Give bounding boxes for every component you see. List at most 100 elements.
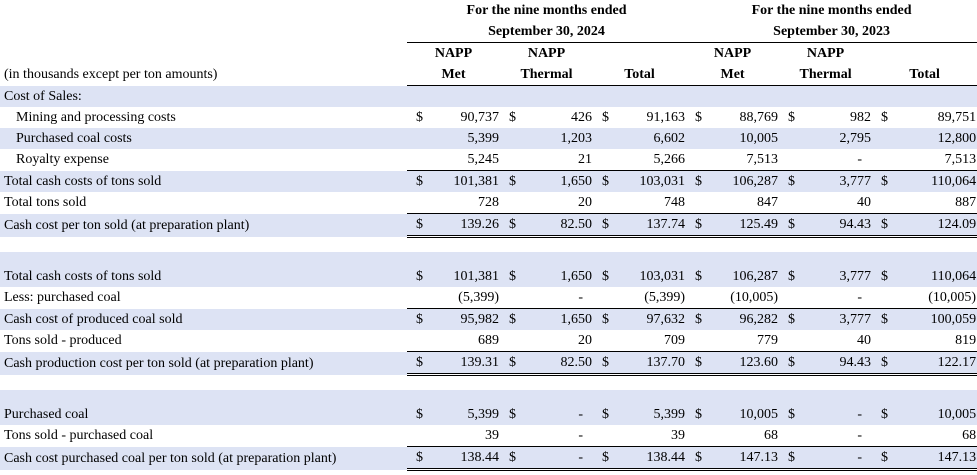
cell-value: 137.74 xyxy=(623,213,687,238)
currency-symbol xyxy=(593,287,623,309)
currency-symbol xyxy=(686,85,717,107)
units-note: (in thousands except per ton amounts) xyxy=(4,67,218,83)
cell-value: 982 xyxy=(850,110,872,125)
currency-symbol xyxy=(686,425,717,447)
table-row: Total tons sold 728 20 748 847 40 887 xyxy=(0,192,977,214)
currency-symbol: $ xyxy=(500,266,530,287)
cell-value: 1,650 xyxy=(530,170,593,192)
currency-symbol xyxy=(407,192,437,214)
cell-value: 125.49 xyxy=(716,213,780,238)
cell-value: 10,005 xyxy=(716,404,780,425)
cell-value: 147.13 xyxy=(716,446,780,471)
cell-value: 110,064 xyxy=(902,170,977,192)
cell-value: 103,031 xyxy=(623,266,687,287)
table-row: Cost of Sales: xyxy=(0,85,977,107)
col-2024-met-2: Met xyxy=(407,64,500,86)
col-2023-thermal-1: NAPP xyxy=(806,46,845,61)
col-2024-total: Total xyxy=(593,64,687,86)
row-label: Cash cost purchased coal per ton sold (a… xyxy=(0,446,407,470)
period-2023-header: For the nine months ended xyxy=(751,3,912,18)
currency-symbol: $ xyxy=(500,213,530,238)
table-row: Tons sold - produced 689 20 709 779 40 819 xyxy=(0,330,977,352)
table-row: Cash cost per ton sold (at preparation p… xyxy=(0,213,977,238)
table-row: Total cash costs of tons sold $101,381 $1,… xyxy=(0,266,977,287)
table-row: Total cash costs of tons sold $101,381 $1,… xyxy=(0,170,977,192)
currency-symbol: $ xyxy=(779,266,810,287)
cell-value: (10,005) xyxy=(902,287,977,309)
col-2023-total: Total xyxy=(872,64,977,86)
currency-symbol xyxy=(686,287,717,309)
cell-value: 21 xyxy=(530,149,593,171)
currency-symbol xyxy=(872,287,903,309)
cell-value: 40 xyxy=(809,192,873,214)
cell-value: 101,381 xyxy=(437,170,500,192)
row-label: Less: purchased coal xyxy=(4,290,121,306)
currency-symbol: $ xyxy=(872,351,903,376)
currency-symbol xyxy=(779,149,810,171)
row-label: Total cash costs of tons sold xyxy=(0,170,407,192)
row-label: Royalty expense xyxy=(16,152,109,168)
currency-symbol: $ xyxy=(407,170,437,192)
currency-symbol xyxy=(500,85,530,107)
currency-symbol: $ xyxy=(509,110,516,125)
currency-symbol xyxy=(872,149,903,171)
cell-value xyxy=(809,85,873,107)
cell-value: 147.13 xyxy=(902,446,977,471)
cell-value: 5,245 xyxy=(437,149,500,171)
cell-value: - xyxy=(809,404,873,425)
currency-symbol: $ xyxy=(500,170,530,192)
currency-symbol: $ xyxy=(872,446,903,471)
col-2023-met-2: Met xyxy=(686,64,780,86)
cell-value: 3,777 xyxy=(809,308,873,330)
cell-value: - xyxy=(530,446,593,471)
col-2024-thermal-2: Thermal xyxy=(500,64,593,86)
table-row: Cash cost purchased coal per ton sold (a… xyxy=(0,446,977,471)
row-label: Mining and processing costs xyxy=(16,110,176,125)
cell-value: 122.17 xyxy=(902,351,977,376)
cell-value: 89,751 xyxy=(937,110,977,125)
currency-symbol: $ xyxy=(407,308,437,330)
currency-symbol: $ xyxy=(602,110,609,125)
cell-value: 123.60 xyxy=(716,351,780,376)
currency-symbol xyxy=(407,287,437,309)
currency-symbol xyxy=(407,85,437,107)
currency-symbol xyxy=(500,192,530,214)
currency-symbol xyxy=(686,192,717,214)
currency-symbol: $ xyxy=(872,213,903,238)
currency-symbol: $ xyxy=(500,308,530,330)
cell-value: - xyxy=(809,425,873,447)
cell-value: 39 xyxy=(623,425,687,447)
currency-symbol xyxy=(686,149,717,171)
cell-value xyxy=(902,85,977,107)
currency-symbol: $ xyxy=(695,110,703,125)
cell-value: - xyxy=(530,404,593,425)
row-label: Tons sold - purchased coal xyxy=(4,428,154,444)
cell-value: 728 xyxy=(437,192,500,214)
cell-value: 138.44 xyxy=(623,446,687,471)
currency-symbol: $ xyxy=(500,404,530,425)
currency-symbol: $ xyxy=(686,308,717,330)
col-2024-met-1: NAPP xyxy=(434,46,473,61)
cell-value: 1,203 xyxy=(530,128,593,149)
currency-symbol: $ xyxy=(779,446,810,471)
cell-value: 3,777 xyxy=(809,266,873,287)
cell-value: 94.43 xyxy=(809,351,873,376)
cell-value: 94.43 xyxy=(809,213,873,238)
cell-value: 779 xyxy=(716,330,780,352)
currency-symbol: $ xyxy=(593,213,623,238)
currency-symbol xyxy=(407,149,437,171)
currency-symbol: $ xyxy=(407,446,437,471)
currency-symbol xyxy=(872,128,903,149)
period-2024-header: For the nine months ended xyxy=(466,3,627,18)
cell-value: 20 xyxy=(530,330,593,352)
currency-symbol xyxy=(500,425,530,447)
currency-symbol xyxy=(779,425,810,447)
cell-value: 82.50 xyxy=(530,351,593,376)
cell-value: 106,287 xyxy=(716,266,780,287)
currency-symbol: $ xyxy=(686,170,717,192)
currency-symbol: $ xyxy=(593,351,623,376)
currency-symbol xyxy=(593,192,623,214)
currency-symbol xyxy=(779,128,810,149)
currency-symbol: $ xyxy=(407,404,437,425)
